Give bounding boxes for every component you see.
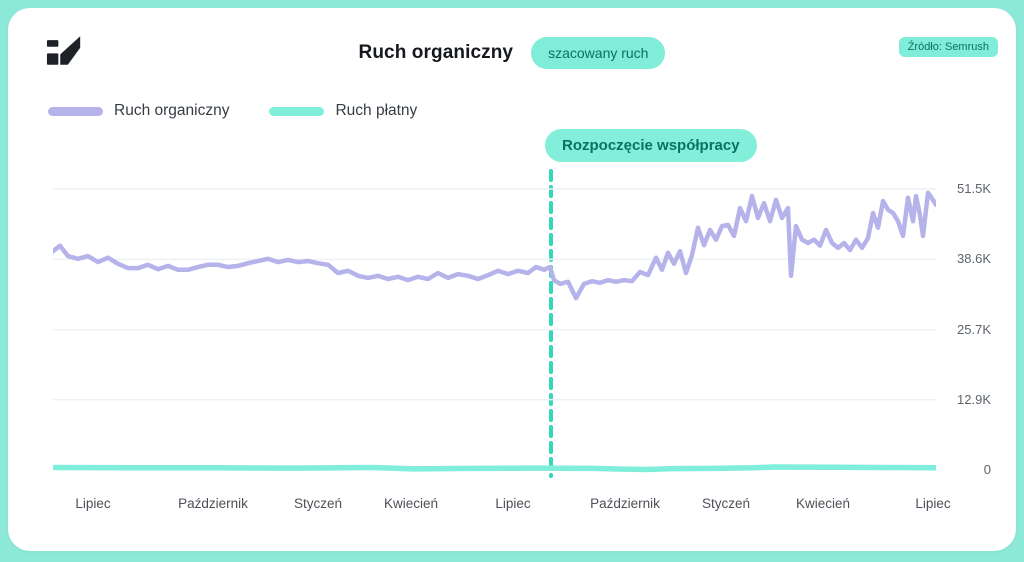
y-tick-label: 25.7K — [957, 321, 991, 337]
y-tick-label: 51.5K — [957, 181, 991, 196]
x-tick-label: Lipiec — [495, 496, 531, 511]
legend-label: Ruch płatny — [335, 102, 418, 119]
x-tick-label: Październik — [590, 496, 660, 511]
x-tick-label: Październik — [178, 496, 248, 511]
y-tick-label: 0 — [983, 462, 991, 477]
annotation-dashed-line — [549, 169, 553, 478]
x-tick-label: Styczeń — [293, 496, 343, 511]
page-title: Ruch organiczny — [358, 42, 514, 63]
header: Ruch organiczny szacowany ruch — [8, 37, 1016, 69]
logo-glyph-icon — [46, 36, 81, 65]
chart-card: Ruch organiczny szacowany ruch Źródło: S… — [8, 8, 1016, 551]
legend-item-paid[interactable]: Ruch płatny — [269, 102, 417, 120]
x-tick-label: Lipiec — [915, 496, 951, 511]
logo-icon — [46, 33, 84, 70]
y-tick-label: 38.6K — [957, 251, 991, 267]
chart-legend: Ruch organiczny Ruch płatny — [48, 102, 417, 120]
legend-item-organic[interactable]: Ruch organiczny — [48, 102, 229, 120]
source-badge: Źródło: Semrush — [898, 37, 998, 57]
legend-label: Ruch organiczny — [114, 102, 230, 119]
annotation-badge: Rozpoczęcie współpracy — [545, 129, 757, 162]
legend-swatch-icon — [48, 106, 103, 116]
x-tick-label: Lipiec — [75, 496, 111, 511]
x-tick-label: Kwiecień — [795, 496, 851, 511]
chart-svg — [53, 188, 936, 473]
series-line-organic — [53, 190, 936, 301]
x-tick-label: Kwiecień — [383, 496, 439, 511]
series-line-paid — [53, 464, 936, 473]
legend-swatch-icon — [269, 106, 325, 116]
x-tick-label: Styczeń — [701, 496, 751, 511]
y-tick-label: 12.9K — [957, 391, 991, 407]
estimated-traffic-badge: szacowany ruch — [531, 37, 666, 69]
